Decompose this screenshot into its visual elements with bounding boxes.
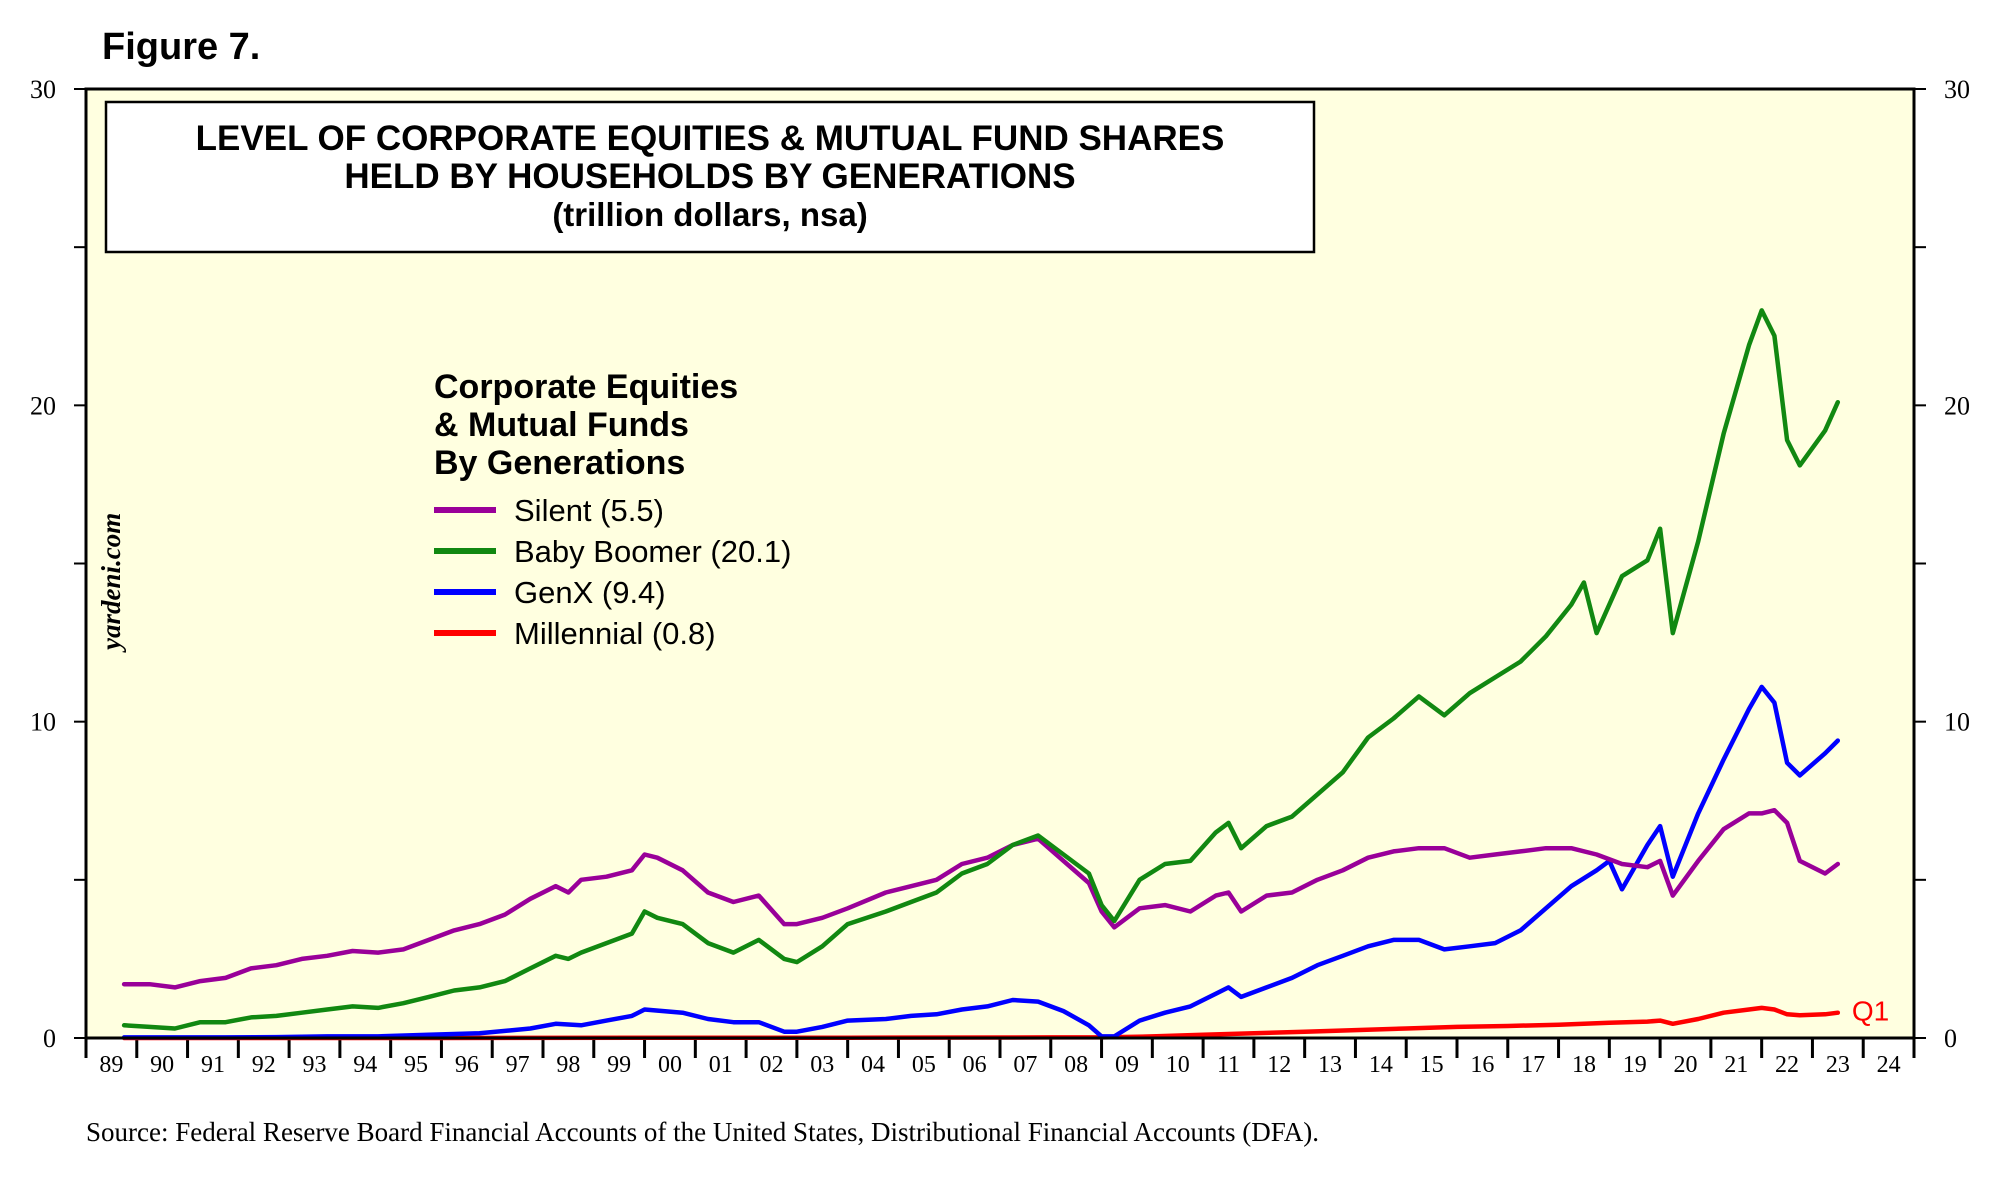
x-tick-label: 06 <box>963 1052 987 1078</box>
x-tick-label: 02 <box>760 1052 784 1078</box>
y-tick-label-right: 30 <box>1944 75 1970 104</box>
x-tick-label: 96 <box>455 1052 479 1078</box>
end-annotation-q1: Q1 <box>1852 996 1889 1027</box>
y-axis-left: 0 10 20 30 <box>30 75 86 1053</box>
plot-frame <box>84 87 1916 1040</box>
x-tick-label: 04 <box>861 1052 885 1078</box>
watermark: yardeni.com <box>96 513 126 653</box>
x-tick-label: 95 <box>404 1052 428 1078</box>
x-tick-label: 07 <box>1013 1052 1037 1078</box>
x-tick-label: 89 <box>99 1052 123 1078</box>
legend-label-millennial: Millennial (0.8) <box>514 616 716 651</box>
figure-label: Figure 7. <box>102 26 261 68</box>
x-tick-label: 21 <box>1724 1052 1748 1078</box>
x-tick-label: 08 <box>1064 1052 1088 1078</box>
legend-title-line-1: Corporate Equities <box>434 368 738 406</box>
x-tick-label: 98 <box>556 1052 580 1078</box>
x-tick-label: 16 <box>1470 1052 1494 1078</box>
y-tick-label-left: 20 <box>30 391 56 420</box>
legend-title-line-2: & Mutual Funds <box>434 406 689 444</box>
y-tick-label-left: 0 <box>43 1024 56 1053</box>
chart-title-line-3: (trillion dollars, nsa) <box>552 196 867 233</box>
x-tick-label: 18 <box>1572 1052 1596 1078</box>
x-tick-label: 10 <box>1166 1052 1190 1078</box>
x-tick-label: 13 <box>1318 1052 1342 1078</box>
y-tick-label-right: 0 <box>1944 1024 1957 1053</box>
x-tick-label: 20 <box>1674 1052 1698 1078</box>
legend: Corporate Equities & Mutual Funds By Gen… <box>434 368 791 651</box>
x-tick-label: 05 <box>912 1052 936 1078</box>
y-tick-label-right: 20 <box>1944 391 1970 420</box>
x-tick-label: 00 <box>658 1052 682 1078</box>
x-tick-label: 91 <box>201 1052 225 1078</box>
x-tick-label: 09 <box>1115 1052 1139 1078</box>
x-tick-label: 17 <box>1521 1052 1545 1078</box>
x-tick-label: 24 <box>1877 1052 1901 1078</box>
legend-label-genx: GenX (9.4) <box>514 575 666 610</box>
x-tick-label: 90 <box>150 1052 174 1078</box>
source-note: Source: Federal Reserve Board Financial … <box>86 1117 1319 1147</box>
x-tick-label: 03 <box>810 1052 834 1078</box>
x-tick-label: 23 <box>1826 1052 1850 1078</box>
y-axis-right: 0 10 20 30 <box>1914 75 1970 1053</box>
x-tick-label: 97 <box>506 1052 530 1078</box>
x-tick-label: 19 <box>1623 1052 1647 1078</box>
x-tick-label: 01 <box>709 1052 733 1078</box>
x-tick-label: 14 <box>1369 1052 1393 1078</box>
y-tick-label-left: 30 <box>30 75 56 104</box>
x-tick-label: 92 <box>252 1052 276 1078</box>
x-tick-label: 99 <box>607 1052 631 1078</box>
x-tick-label: 12 <box>1267 1052 1291 1078</box>
chart-title-line-1: LEVEL OF CORPORATE EQUITIES & MUTUAL FUN… <box>196 119 1225 158</box>
x-tick-label: 15 <box>1420 1052 1444 1078</box>
chart-title-box: LEVEL OF CORPORATE EQUITIES & MUTUAL FUN… <box>104 100 1316 254</box>
x-tick-label: 11 <box>1217 1052 1240 1078</box>
x-tick-label: 93 <box>303 1052 327 1078</box>
chart-title-line-2: HELD BY HOUSEHOLDS BY GENERATIONS <box>344 157 1075 196</box>
series-line-genx <box>121 684 1841 1040</box>
legend-title-line-3: By Generations <box>434 444 685 482</box>
series-line-baby-boomer <box>121 308 1841 1031</box>
legend-label-silent: Silent (5.5) <box>514 493 664 528</box>
x-axis: 89 90 91 92 93 94 95 96 97 98 99 00 01 02 03 04 05 06 07 08… <box>84 1038 1916 1078</box>
x-tick-label: 94 <box>353 1052 377 1078</box>
y-tick-label-left: 10 <box>30 708 56 737</box>
x-tick-label: 22 <box>1775 1052 1799 1078</box>
legend-label-baby-boomer: Baby Boomer (20.1) <box>514 534 791 569</box>
y-tick-label-right: 10 <box>1944 708 1970 737</box>
